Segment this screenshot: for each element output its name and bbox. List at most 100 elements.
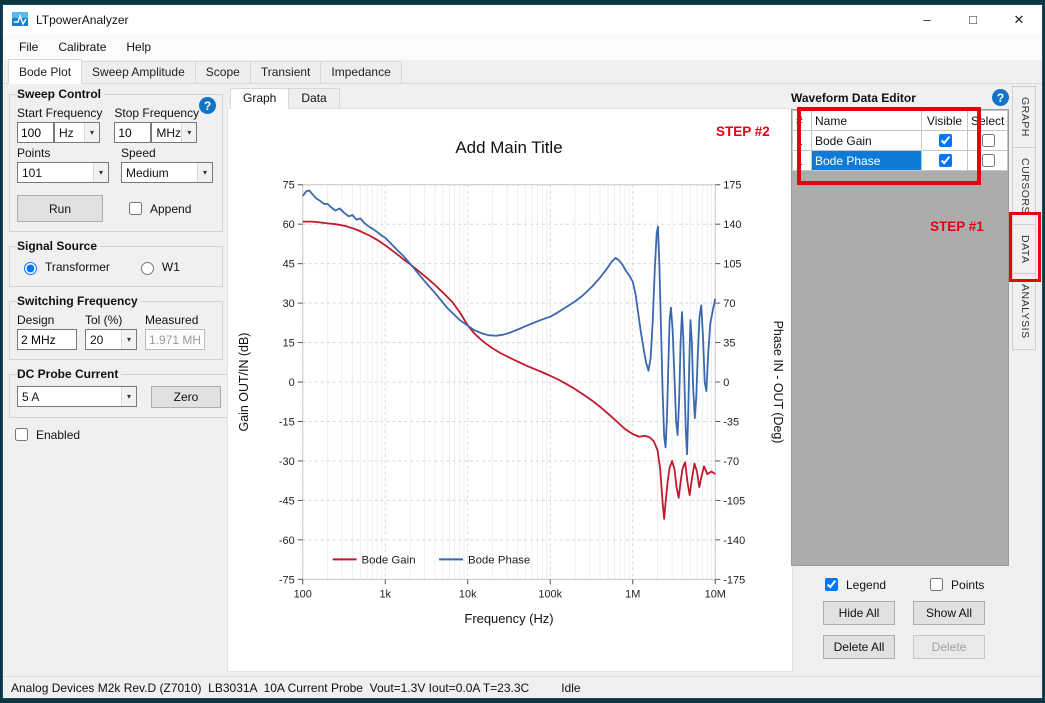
legend-checkbox[interactable] (825, 578, 838, 591)
sweep-control-group: Sweep Control ? Start Frequency Hz ▾ (9, 87, 223, 232)
center-panel: Graph Data -75 -60 -45 -30 -15 0 15 30 45 60 75 -175… (227, 86, 793, 672)
switching-frequency-title: Switching Frequency (17, 294, 138, 308)
chevron-down-icon: ▾ (84, 123, 99, 142)
svg-text:45: 45 (283, 259, 295, 271)
delete-all-button[interactable]: Delete All (823, 635, 895, 659)
design-input[interactable] (17, 329, 77, 350)
probe-current-select[interactable]: 5 A ▾ (17, 386, 137, 407)
start-frequency-unit-select[interactable]: Hz ▾ (54, 122, 100, 143)
points-option[interactable]: Points (926, 575, 984, 594)
graph-tab-strip: Graph Data (227, 86, 793, 109)
side-tab-graph[interactable]: GRAPH (1012, 86, 1036, 148)
stop-frequency-unit-select[interactable]: MHz ▾ (151, 122, 198, 143)
sweep-help-icon[interactable]: ? (199, 97, 216, 114)
svg-text:75: 75 (283, 180, 295, 192)
close-button[interactable]: ✕ (1013, 11, 1025, 27)
svg-text:1M: 1M (625, 588, 640, 600)
radio-label: W1 (161, 260, 180, 274)
signal-source-transformer[interactable]: Transformer (19, 259, 110, 275)
svg-text:0: 0 (723, 377, 729, 389)
tab-impedance[interactable]: Impedance (320, 61, 402, 83)
points-value: 101 (22, 165, 43, 180)
points-label: Points (17, 146, 51, 160)
status-bar: Analog Devices M2k Rev.D (Z7010) LB3031A… (3, 676, 1042, 698)
legend-label: Legend (846, 577, 887, 592)
minimize-button[interactable]: – (923, 12, 931, 27)
menu-file[interactable]: File (19, 40, 39, 54)
waveform-name[interactable]: Bode Phase (811, 150, 922, 171)
signal-source-options: Transformer W1 (17, 255, 215, 277)
enabled-checkbox[interactable] (15, 428, 28, 441)
chevron-down-icon: ▾ (93, 163, 108, 182)
design-label: Design (17, 313, 55, 327)
svg-text:10k: 10k (459, 588, 477, 600)
step2-highlight-box (797, 107, 981, 185)
bode-chart: -75 -60 -45 -30 -15 0 15 30 45 60 75 -175 -140 -105 -7… (227, 108, 793, 672)
radio-transformer[interactable] (24, 262, 37, 275)
main-tab-strip: Bode Plot Sweep Amplitude Scope Transient Im… (3, 59, 1042, 84)
tol-select[interactable]: 20 ▾ (85, 329, 137, 350)
window-controls: – □ ✕ (904, 5, 1042, 34)
svg-text:100: 100 (294, 588, 312, 600)
side-tab-strip: GRAPH CURSORS DATA ANALYSIS (1012, 86, 1038, 676)
speed-select[interactable]: Medium ▾ (121, 162, 213, 183)
enabled-option[interactable]: Enabled (11, 425, 80, 444)
svg-text:-175: -175 (723, 574, 745, 586)
svg-text:100k: 100k (538, 588, 562, 600)
delete-button[interactable]: Delete (913, 635, 985, 659)
radio-w1[interactable] (140, 262, 154, 275)
svg-text:-30: -30 (279, 456, 295, 468)
svg-text:Gain OUT/IN (dB): Gain OUT/IN (dB) (237, 333, 251, 432)
svg-text:Bode Gain: Bode Gain (362, 554, 416, 566)
menu-calibrate[interactable]: Calibrate (58, 40, 107, 54)
tab-scope[interactable]: Scope (194, 61, 251, 83)
maximize-button[interactable]: □ (969, 12, 977, 27)
probe-current-value: 5 A (22, 389, 40, 404)
visible-cell[interactable] (921, 150, 968, 171)
tab-sweep-amplitude[interactable]: Sweep Amplitude (81, 61, 196, 83)
select-checkbox[interactable] (981, 154, 995, 167)
waveform-help-icon[interactable]: ? (992, 89, 1009, 106)
signal-source-group: Signal Source Transformer W1 (9, 239, 223, 287)
svg-text:-70: -70 (723, 456, 739, 468)
graph-tab-data[interactable]: Data (288, 88, 340, 108)
svg-text:Frequency (Hz): Frequency (Hz) (464, 611, 553, 626)
visible-checkbox[interactable] (938, 154, 952, 167)
tab-bode-plot[interactable]: Bode Plot (8, 59, 83, 84)
sweep-control-title: Sweep Control (17, 87, 102, 101)
graph-tab-graph[interactable]: Graph (230, 88, 290, 109)
chevron-down-icon: ▾ (121, 330, 136, 349)
stop-frequency-unit-value: MHz (156, 125, 182, 140)
zero-button[interactable]: Zero (151, 386, 221, 408)
waveform-data-editor: Waveform Data Editor ? # Name Visible Selec… (791, 88, 1009, 676)
waveform-editor-title: Waveform Data Editor (791, 90, 916, 105)
points-select[interactable]: 101 ▾ (17, 162, 109, 183)
dc-probe-group: DC Probe Current 5 A ▾ Zero (9, 367, 229, 418)
radio-label: Transformer (45, 260, 110, 274)
points-checkbox[interactable] (930, 578, 944, 591)
tab-transient[interactable]: Transient (249, 61, 322, 83)
append-checkbox[interactable] (129, 202, 142, 215)
measured-input (145, 329, 205, 350)
menu-help[interactable]: Help (126, 40, 152, 54)
tol-value: 20 (90, 332, 104, 347)
stop-frequency-input[interactable] (114, 122, 152, 143)
svg-text:175: 175 (723, 180, 741, 192)
svg-text:-15: -15 (279, 416, 295, 428)
svg-text:10M: 10M (705, 588, 726, 600)
start-frequency-label: Start Frequency (17, 106, 103, 120)
side-tab-analysis[interactable]: ANALYSIS (1012, 274, 1036, 350)
speed-value: Medium (126, 165, 169, 180)
signal-source-w1[interactable]: W1 (136, 259, 180, 275)
append-option[interactable]: Append (125, 199, 191, 218)
svg-text:35: 35 (723, 338, 735, 350)
visible-checkbox[interactable] (938, 134, 952, 147)
legend-option[interactable]: Legend (821, 575, 886, 594)
start-frequency-input[interactable] (17, 122, 54, 143)
select-checkbox[interactable] (981, 134, 995, 147)
show-all-button[interactable]: Show All (913, 601, 985, 625)
hide-all-button[interactable]: Hide All (823, 601, 895, 625)
side-tab-data[interactable]: DATA (1012, 224, 1036, 275)
run-button[interactable]: Run (17, 195, 103, 222)
svg-text:15: 15 (283, 338, 295, 350)
